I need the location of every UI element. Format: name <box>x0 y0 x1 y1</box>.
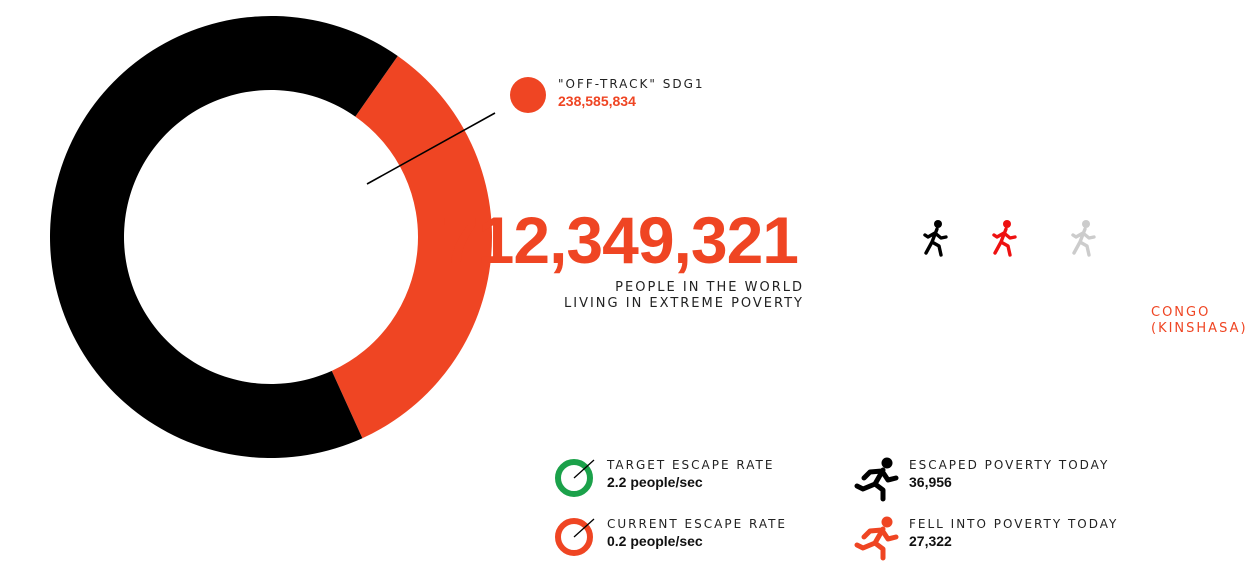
target-gauge-icon <box>555 459 595 497</box>
donut-slice-remaining <box>50 15 398 458</box>
current-gauge-icon <box>555 518 595 556</box>
donut-slice-off-track <box>331 55 493 439</box>
escaped-poverty-value: 36,956 <box>909 474 952 490</box>
off-track-value: 238,585,834 <box>558 93 636 109</box>
gauge-ring <box>555 518 593 556</box>
runner-icon <box>992 220 1017 257</box>
fell-running-person-icon <box>854 516 899 561</box>
current-escape-rate-value: 0.2 people/sec <box>607 533 703 549</box>
escaped-poverty-label: ESCAPED POVERTY TODAY <box>909 458 1110 472</box>
target-escape-rate: TARGET ESCAPE RATE 2.2 people/sec <box>607 458 774 490</box>
headline-subtitle: PEOPLE IN THE WORLD LIVING IN EXTREME PO… <box>564 280 804 312</box>
country-line-1: CONGO <box>1151 305 1211 320</box>
runner-icon <box>1071 220 1096 257</box>
current-escape-rate-label: CURRENT ESCAPE RATE <box>607 517 788 531</box>
off-track-legend-dot <box>510 77 546 113</box>
escaped-running-person-icon <box>854 457 899 502</box>
subtitle-line-2: LIVING IN EXTREME POVERTY <box>564 296 804 311</box>
fell-into-poverty-today: FELL INTO POVERTY TODAY 27,322 <box>909 517 1118 549</box>
target-escape-rate-value: 2.2 people/sec <box>607 474 703 490</box>
total-poverty-count: 712,349,321 <box>441 203 799 277</box>
gauge-needle <box>573 518 595 538</box>
gauge-ring <box>555 459 593 497</box>
subtitle-line-1: PEOPLE IN THE WORLD <box>615 280 804 295</box>
current-escape-rate: CURRENT ESCAPE RATE 0.2 people/sec <box>607 517 787 549</box>
off-track-leader-line <box>366 112 496 185</box>
fell-into-poverty-label: FELL INTO POVERTY TODAY <box>909 517 1119 531</box>
runner-icon <box>923 220 948 257</box>
country-name: CONGO (KINSHASA) <box>1151 305 1248 337</box>
country-line-2: (KINSHASA) <box>1151 321 1248 336</box>
fell-into-poverty-value: 27,322 <box>909 533 952 549</box>
escaped-poverty-today: ESCAPED POVERTY TODAY 36,956 <box>909 458 1109 490</box>
gauge-needle <box>573 459 595 479</box>
target-escape-rate-label: TARGET ESCAPE RATE <box>607 458 775 472</box>
off-track-label: "OFF-TRACK" SDG1 <box>558 77 705 91</box>
